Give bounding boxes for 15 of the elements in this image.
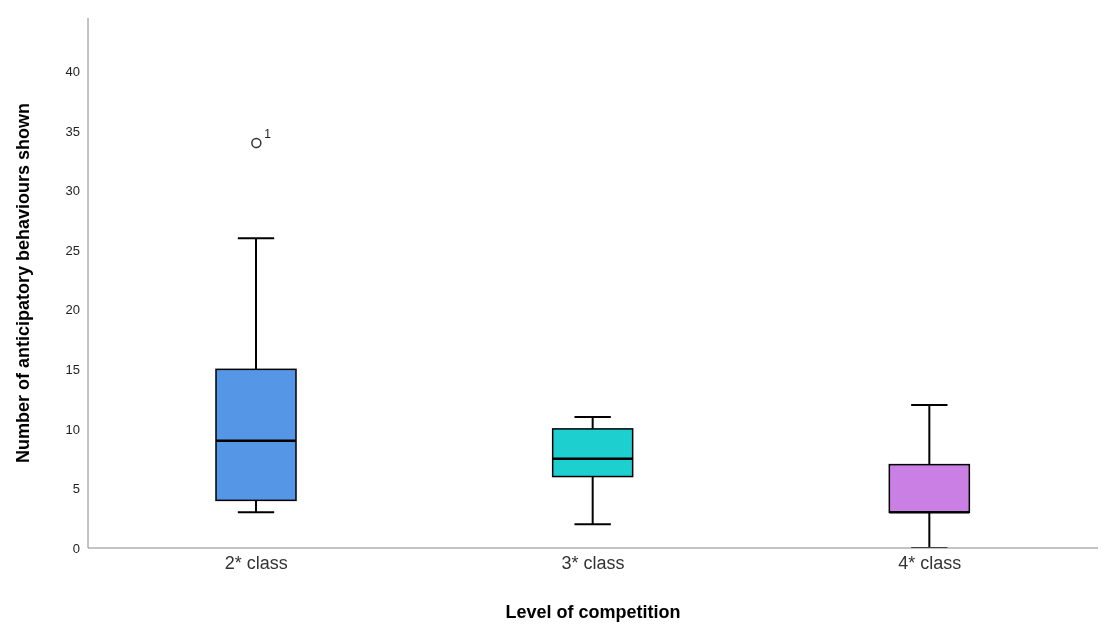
y-tick-label: 20 bbox=[65, 302, 80, 318]
y-tick-label: 5 bbox=[72, 481, 80, 497]
x-tick-label: 2* class bbox=[224, 552, 288, 573]
y-axis-title: Number of anticipatory behaviours shown bbox=[13, 102, 34, 464]
y-tick-label: 30 bbox=[65, 183, 80, 199]
y-tick-label: 40 bbox=[65, 64, 80, 80]
x-tick-label: 4* class bbox=[898, 552, 962, 573]
y-tick-label: 35 bbox=[65, 123, 80, 139]
x-tick-label: 3* class bbox=[561, 552, 625, 573]
x-axis-title: Level of competition bbox=[505, 602, 681, 622]
annotation: 1 bbox=[264, 127, 272, 142]
y-tick-label: 25 bbox=[65, 242, 80, 258]
y-tick-label: 0 bbox=[72, 540, 80, 556]
y-tick-label: 10 bbox=[65, 421, 80, 437]
y-tick-label: 15 bbox=[65, 361, 80, 377]
